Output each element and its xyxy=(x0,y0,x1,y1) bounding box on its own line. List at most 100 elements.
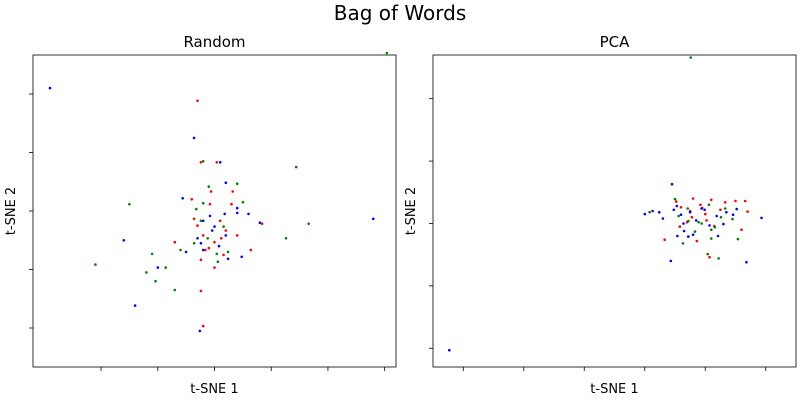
point-random-green-6 xyxy=(150,252,154,256)
point-random-red-8 xyxy=(201,234,205,237)
point-random-blue-23 xyxy=(223,212,226,216)
point-pca-green-3 xyxy=(706,252,709,256)
axis-ticks-pca xyxy=(429,98,767,371)
point-pca-blue-20 xyxy=(661,217,665,220)
point-pca-red-9 xyxy=(695,239,699,243)
point-random-green-1 xyxy=(294,165,298,169)
point-random-blue-21 xyxy=(201,248,205,252)
point-pca-blue-22 xyxy=(691,233,695,236)
point-random-blue-15 xyxy=(196,237,199,240)
point-pca-blue-25 xyxy=(731,213,735,216)
point-random-green-4 xyxy=(128,202,131,206)
point-random-red-14 xyxy=(235,234,239,237)
point-pca-green-17 xyxy=(648,210,651,214)
point-random-blue-11 xyxy=(201,219,205,223)
point-pca-green-10 xyxy=(707,203,711,207)
point-pca-red-17 xyxy=(710,198,713,202)
point-pca-green-8 xyxy=(681,242,685,245)
point-random-blue-17 xyxy=(226,257,230,261)
point-pca-blue-14 xyxy=(694,219,698,222)
scatter-points-random xyxy=(48,51,389,333)
point-pca-blue-12 xyxy=(682,229,686,233)
point-pca-blue-3 xyxy=(643,212,647,216)
point-random-blue-3 xyxy=(218,161,222,164)
point-pca-blue-5 xyxy=(745,260,748,264)
point-random-blue-19 xyxy=(258,221,262,224)
point-random-blue-6 xyxy=(156,266,160,269)
point-random-red-21 xyxy=(208,202,212,206)
point-random-red-16 xyxy=(260,222,264,225)
point-pca-red-20 xyxy=(723,201,727,204)
point-pca-red-12 xyxy=(705,219,708,222)
point-random-green-5 xyxy=(94,263,97,266)
point-random-blue-24 xyxy=(240,255,243,259)
point-random-green-17 xyxy=(226,250,230,254)
point-pca-green-2 xyxy=(700,222,703,225)
point-random-red-6 xyxy=(218,219,222,223)
point-random-green-14 xyxy=(222,225,225,228)
point-random-blue-12 xyxy=(210,229,214,232)
point-random-red-10 xyxy=(204,248,207,252)
axis-ticks-random xyxy=(29,93,386,371)
scatter-points-pca xyxy=(448,56,763,352)
point-random-red-11 xyxy=(222,253,225,257)
figure-title: Bag of Words xyxy=(334,1,467,25)
point-random-red-22 xyxy=(196,224,199,227)
point-pca-blue-27 xyxy=(722,222,725,226)
point-random-red-12 xyxy=(199,258,203,262)
point-pca-green-1 xyxy=(673,197,677,201)
point-random-blue-25 xyxy=(199,241,203,245)
point-pca-blue-21 xyxy=(658,210,661,214)
point-pca-red-6 xyxy=(740,228,743,231)
point-pca-green-7 xyxy=(710,237,713,240)
point-random-green-20 xyxy=(192,241,196,245)
point-random-blue-20 xyxy=(235,206,239,210)
point-pca-red-15 xyxy=(734,199,737,203)
point-random-red-9 xyxy=(213,240,216,244)
plot-frame-random xyxy=(32,54,397,368)
point-random-blue-9 xyxy=(181,197,184,200)
point-random-green-23 xyxy=(164,266,167,269)
point-pca-blue-2 xyxy=(651,209,654,213)
point-random-red-4 xyxy=(190,198,194,201)
point-random-red-18 xyxy=(199,289,203,293)
point-pca-blue-17 xyxy=(688,210,692,214)
point-pca-red-18 xyxy=(678,225,682,228)
point-random-green-2 xyxy=(307,222,311,225)
x-axis-label-random: t-SNE 1 xyxy=(190,382,238,397)
panel-title-pca: PCA xyxy=(600,33,631,51)
point-pca-blue-16 xyxy=(672,208,676,212)
point-random-green-21 xyxy=(201,201,205,205)
point-pca-green-19 xyxy=(731,217,734,221)
point-pca-blue-6 xyxy=(669,259,673,263)
point-random-red-24 xyxy=(207,246,211,250)
point-random-red-7 xyxy=(224,229,228,232)
point-pca-blue-24 xyxy=(676,234,679,238)
point-random-red-20 xyxy=(231,190,234,193)
point-random-red-1 xyxy=(199,161,203,164)
point-pca-red-21 xyxy=(690,215,694,219)
y-axis-label-random: t-SNE 2 xyxy=(4,187,19,235)
point-pca-blue-19 xyxy=(708,224,711,227)
point-pca-green-5 xyxy=(736,237,740,241)
point-random-green-0 xyxy=(385,51,389,55)
point-pca-green-16 xyxy=(677,214,680,218)
point-random-red-5 xyxy=(192,217,196,221)
point-pca-red-0 xyxy=(679,206,683,209)
point-pca-green-12 xyxy=(719,215,723,219)
point-random-blue-2 xyxy=(224,181,228,184)
point-random-green-8 xyxy=(154,279,157,283)
point-pca-green-14 xyxy=(687,219,690,223)
point-random-green-3 xyxy=(284,237,288,240)
point-random-green-9 xyxy=(173,288,177,292)
point-pca-green-13 xyxy=(713,225,717,229)
point-random-red-13 xyxy=(213,266,216,269)
point-random-blue-14 xyxy=(235,211,239,215)
point-pca-blue-7 xyxy=(716,234,720,238)
point-random-green-18 xyxy=(241,200,245,204)
point-random-green-22 xyxy=(216,260,220,264)
point-pca-red-19 xyxy=(699,203,702,207)
point-random-red-0 xyxy=(196,99,199,103)
point-pca-blue-15 xyxy=(700,207,703,210)
